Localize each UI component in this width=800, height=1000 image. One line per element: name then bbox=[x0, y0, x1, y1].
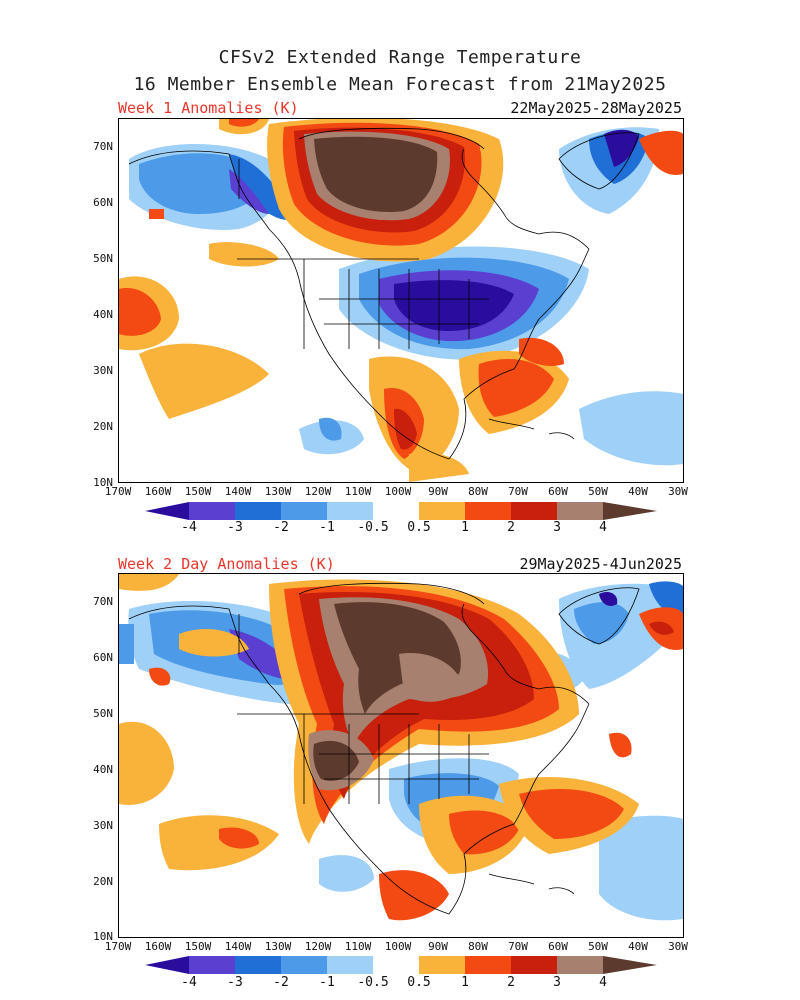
panel1-anomaly-field bbox=[119, 119, 683, 482]
panel1-label: Week 1 Anomalies (K) bbox=[118, 99, 299, 117]
panel1-colorbar bbox=[145, 502, 657, 524]
panel1-colorbar-swatches bbox=[145, 502, 657, 520]
panel2-colorbar-label: -1 bbox=[319, 975, 335, 990]
panel1-colorbar-label: -4 bbox=[181, 520, 197, 535]
panel1-lon-label: 120W bbox=[304, 485, 332, 498]
panel2-colorbar-label: -2 bbox=[273, 975, 289, 990]
panel2-lon-label: 130W bbox=[264, 940, 292, 953]
panel1-lon-label: 70W bbox=[508, 485, 528, 498]
panel2-lon-label: 50W bbox=[588, 940, 608, 953]
panel2-lat-label: 70N bbox=[93, 595, 113, 608]
panel2-colorbar-label: 2 bbox=[507, 975, 515, 990]
panel1-lon-label: 80W bbox=[468, 485, 488, 498]
panel1-lon-label: 30W bbox=[668, 485, 688, 498]
panel2-lat-label: 40N bbox=[93, 763, 113, 776]
panel2-lat-label: 20N bbox=[93, 875, 113, 888]
panel2-lon-label: 70W bbox=[508, 940, 528, 953]
panel1-lat-label: 40N bbox=[93, 308, 113, 321]
panel1-colorbar-label: -0.5 bbox=[357, 520, 389, 535]
panel1-lat-label: 70N bbox=[93, 140, 113, 153]
panel1-colorbar-label: 0.5 bbox=[407, 520, 431, 535]
panel2-lon-label: 110W bbox=[344, 940, 372, 953]
panel1-lon-label: 40W bbox=[628, 485, 648, 498]
panel2-lon-label: 100W bbox=[384, 940, 412, 953]
panel2-colorbar-label: -4 bbox=[181, 975, 197, 990]
panel1-colorbar-label: 3 bbox=[553, 520, 561, 535]
panel1-lat-label: 30N bbox=[93, 364, 113, 377]
panel2-colorbar-label: 1 bbox=[461, 975, 469, 990]
panel1-colorbar-label: -1 bbox=[319, 520, 335, 535]
panel2-lon-label: 80W bbox=[468, 940, 488, 953]
panel2-lon-label: 40W bbox=[628, 940, 648, 953]
chart-title-line2: 16 Member Ensemble Mean Forecast from 21… bbox=[133, 74, 667, 95]
panel2-colorbar bbox=[145, 956, 657, 978]
panel1-lon-label: 160W bbox=[144, 485, 172, 498]
panel1-map bbox=[118, 118, 684, 483]
panel2-label: Week 2 Day Anomalies (K) bbox=[118, 555, 335, 573]
panel2-colorbar-label: 4 bbox=[599, 975, 607, 990]
panel1-cold-anomalies bbox=[129, 127, 683, 466]
chart-title-line1: CFSv2 Extended Range Temperature bbox=[218, 47, 582, 68]
panel1-colorbar-label: 4 bbox=[599, 520, 607, 535]
panel2-lon-label: 170W bbox=[104, 940, 132, 953]
panel2-lon-label: 160W bbox=[144, 940, 172, 953]
panel2-colorbar-label: 0.5 bbox=[407, 975, 431, 990]
panel1-colorbar-label: -2 bbox=[273, 520, 289, 535]
panel2-lon-label: 140W bbox=[224, 940, 252, 953]
panel2-lat-label: 30N bbox=[93, 819, 113, 832]
panel1-lon-label: 90W bbox=[428, 485, 448, 498]
panel2-lon-label: 150W bbox=[184, 940, 212, 953]
panel2-colorbar-label: -3 bbox=[227, 975, 243, 990]
panel2-colorbar-label: 3 bbox=[553, 975, 561, 990]
panel1-warm-anomalies bbox=[119, 119, 683, 482]
panel1-lon-label: 100W bbox=[384, 485, 412, 498]
panel2-anomaly-field bbox=[119, 574, 683, 921]
panel1-colorbar-label: 1 bbox=[461, 520, 469, 535]
panel2-lat-label: 50N bbox=[93, 707, 113, 720]
panel1-lat-label: 50N bbox=[93, 252, 113, 265]
panel2-lon-label: 90W bbox=[428, 940, 448, 953]
panel2-lat-label: 10N bbox=[93, 930, 113, 943]
panel2-warm-anomalies bbox=[119, 574, 683, 921]
panel1-lat-label: 20N bbox=[93, 420, 113, 433]
panel1-lat-label: 10N bbox=[93, 476, 113, 489]
panel2-colorbar-swatches bbox=[145, 956, 657, 974]
panel1-lon-label: 140W bbox=[224, 485, 252, 498]
panel1-coastlines bbox=[128, 127, 640, 460]
panel2-lon-label: 60W bbox=[548, 940, 568, 953]
panel1-lon-label: 60W bbox=[548, 485, 568, 498]
panel2-coastlines bbox=[128, 582, 640, 915]
panel2-date-range: 29May2025-4Jun2025 bbox=[519, 555, 682, 573]
panel2-lat-label: 60N bbox=[93, 651, 113, 664]
panel2-lon-label: 120W bbox=[304, 940, 332, 953]
panel1-lon-label: 150W bbox=[184, 485, 212, 498]
panel1-colorbar-label: 2 bbox=[507, 520, 515, 535]
panel1-lon-label: 110W bbox=[344, 485, 372, 498]
panel1-lon-label: 50W bbox=[588, 485, 608, 498]
panel2-colorbar-label: -0.5 bbox=[357, 975, 389, 990]
panel1-lat-label: 60N bbox=[93, 196, 113, 209]
panel2-map bbox=[118, 573, 684, 938]
panel1-date-range: 22May2025-28May2025 bbox=[510, 99, 682, 117]
panel1-colorbar-label: -3 bbox=[227, 520, 243, 535]
panel1-lon-label: 170W bbox=[104, 485, 132, 498]
panel2-lon-label: 30W bbox=[668, 940, 688, 953]
panel1-lon-label: 130W bbox=[264, 485, 292, 498]
